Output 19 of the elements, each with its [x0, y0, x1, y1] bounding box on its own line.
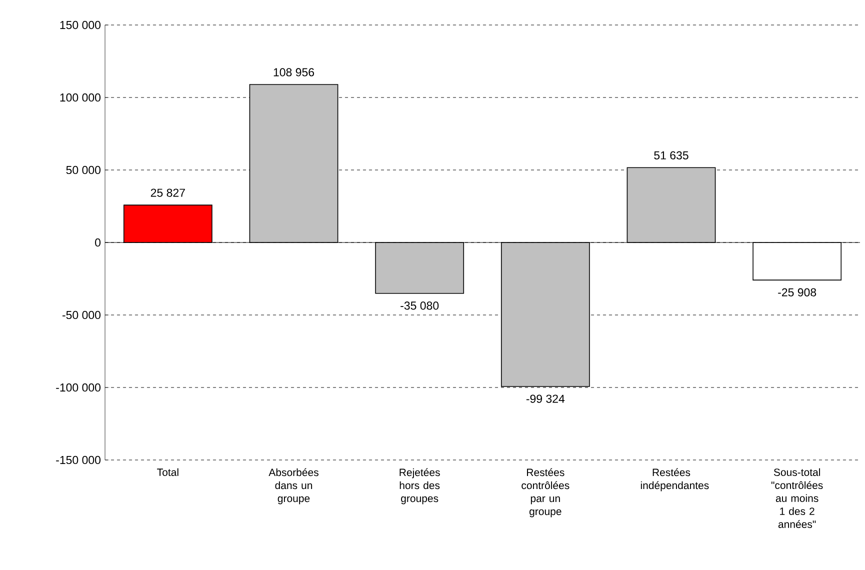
y-tick-label: 150 000 [60, 20, 101, 30]
data-label: 51 635 [654, 151, 688, 160]
y-tick-label: -100 000 [56, 383, 101, 392]
data-label: -25 908 [778, 288, 816, 296]
data-label: -35 080 [400, 302, 439, 310]
x-tick-label: Restées indépendantes [640, 468, 709, 492]
y-tick-label: 100 000 [60, 93, 101, 102]
y-tick-label: 0 [95, 238, 101, 247]
y-tick-label: 50 000 [66, 166, 101, 174]
x-tick-label: Rejetées hors des groupes [400, 468, 440, 504]
data-label: 25 827 [150, 188, 185, 197]
x-tick-label: Restées contrôlées par un groupe [522, 468, 570, 518]
x-tick-label: Absorbées dans un groupe [268, 468, 318, 504]
data-label: -99 324 [526, 394, 565, 403]
y-tick-label: -150 000 [56, 456, 101, 464]
x-tick-label: Total [157, 468, 178, 476]
y-tick-label: -50 000 [62, 310, 101, 320]
x-tick-label: Sous-total "contrôlées au moins 1 des 2 années" [771, 468, 823, 528]
data-label: 108 956 [274, 68, 314, 76]
